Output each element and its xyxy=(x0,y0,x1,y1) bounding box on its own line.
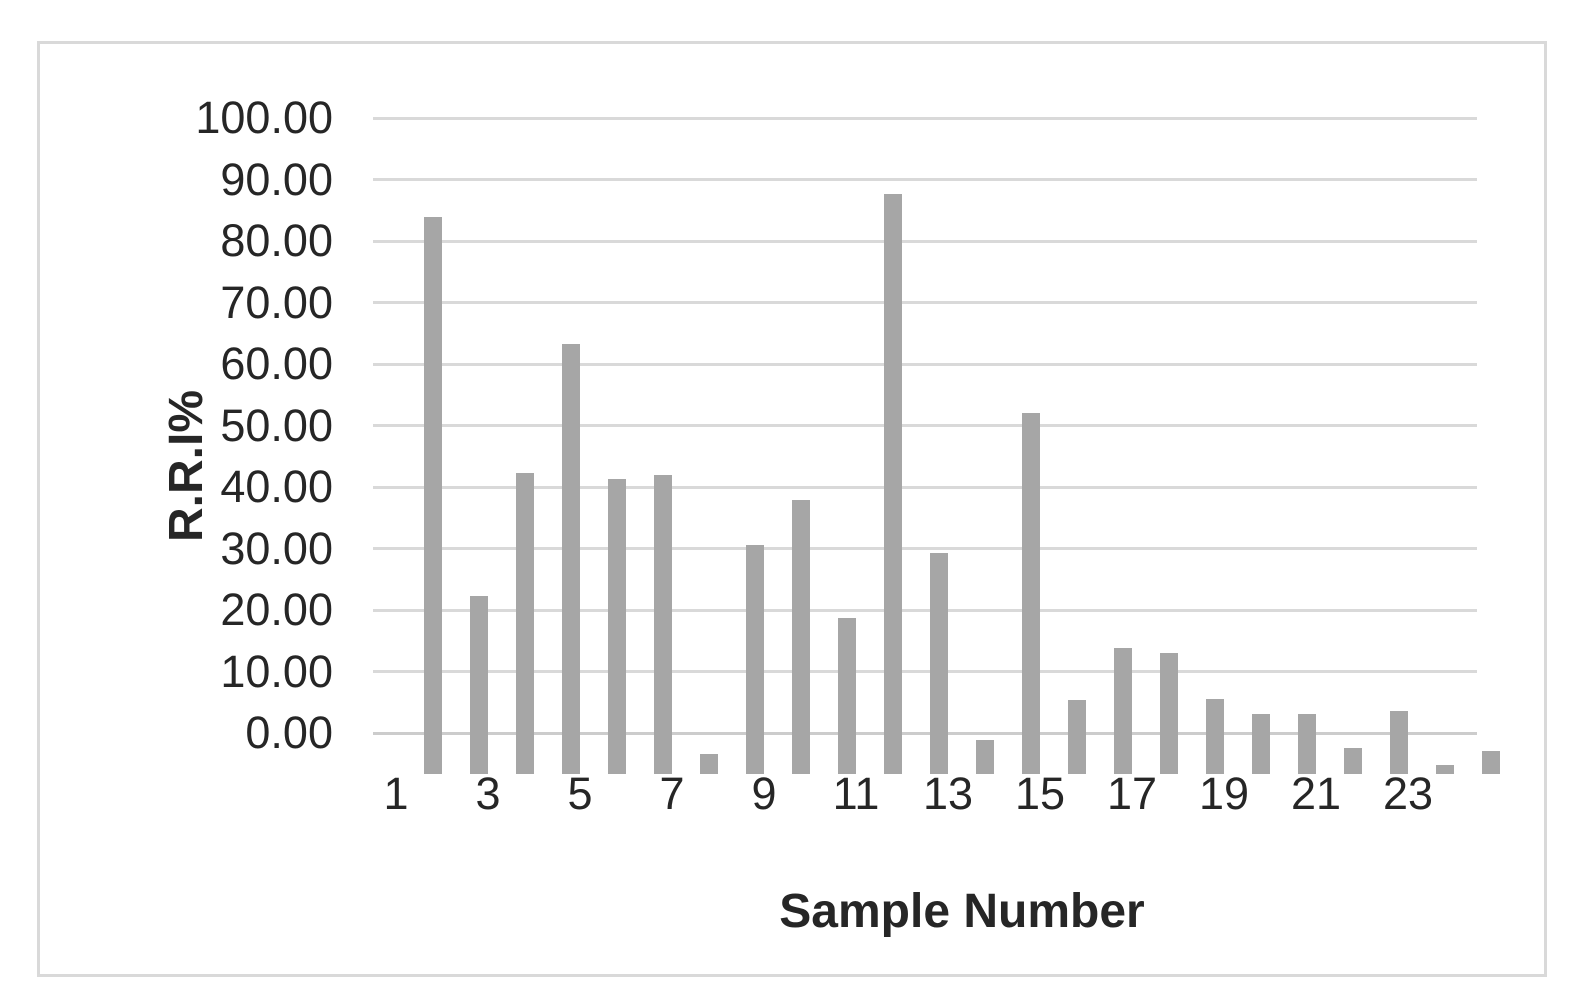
x-axis-tick-label: 3 xyxy=(475,768,501,819)
plot-area xyxy=(410,159,1514,774)
bar-sample-5 xyxy=(608,479,626,774)
x-axis-tick-label: 23 xyxy=(1382,768,1434,819)
x-axis-tick-label: 11 xyxy=(832,768,880,819)
y-axis-tick-label: 90.00 xyxy=(220,153,333,205)
bar-sample-24 xyxy=(1482,751,1500,774)
bar-sample-17 xyxy=(1160,653,1178,774)
bar-sample-14 xyxy=(1022,412,1040,774)
chart-frame: 0.00 10.00 20.00 30.00 40.00 50.00 60.00 70.00 8… xyxy=(37,41,1547,977)
bar-sample-1 xyxy=(424,217,442,774)
bar-sample-2 xyxy=(470,595,488,774)
bar-sample-9 xyxy=(792,499,810,774)
bar-sample-18 xyxy=(1206,698,1224,774)
x-axis-tick-label: 21 xyxy=(1290,768,1342,819)
y-axis-tick-label: 20.00 xyxy=(220,584,333,635)
y-axis-title: R.R.I% xyxy=(160,390,213,543)
y-axis-tick-label: 100.00 xyxy=(195,92,333,143)
x-axis-tick-label: 1 xyxy=(383,768,409,819)
bar-sample-19 xyxy=(1252,714,1270,774)
y-axis-tick-label: 70.00 xyxy=(220,276,333,328)
y-axis-tick-label: 80.00 xyxy=(220,215,333,266)
gridline xyxy=(373,608,1477,612)
y-axis-tick-label: 40.00 xyxy=(220,461,333,512)
bar-sample-6 xyxy=(654,475,672,774)
x-axis-tick-label: 13 xyxy=(922,768,974,819)
x-axis-tick-label: 7 xyxy=(659,768,685,819)
gridline xyxy=(373,239,1477,243)
x-axis-line xyxy=(373,731,1477,735)
bar-sample-3 xyxy=(516,473,534,774)
gridline xyxy=(373,116,1477,120)
gridline xyxy=(373,301,1477,304)
bar-sample-23 xyxy=(1436,764,1454,774)
x-axis-tick-label: 15 xyxy=(1014,768,1066,819)
y-axis-tick-label: 10.00 xyxy=(220,645,333,697)
y-axis-tick-label: 60.00 xyxy=(220,338,333,389)
x-axis-tick-label: 17 xyxy=(1106,768,1158,819)
bar-sample-4 xyxy=(562,343,580,774)
gridline xyxy=(373,547,1477,550)
gridline xyxy=(373,485,1477,489)
y-axis-tick-label: 0.00 xyxy=(245,707,333,758)
gridline xyxy=(373,178,1477,181)
bar-sample-11 xyxy=(884,194,902,774)
bar-sample-10 xyxy=(838,618,856,774)
x-axis-tick-label: 9 xyxy=(751,768,777,819)
gridline xyxy=(373,424,1477,427)
bar-sample-13 xyxy=(976,740,994,774)
bar-sample-7 xyxy=(700,753,718,774)
bar-sample-22 xyxy=(1390,711,1408,774)
y-axis-tick-label: 50.00 xyxy=(220,399,333,451)
bar-sample-20 xyxy=(1298,714,1316,774)
bar-sample-21 xyxy=(1344,748,1362,774)
y-axis-tick-label: 30.00 xyxy=(220,522,333,574)
x-axis-tick-label: 19 xyxy=(1198,768,1250,819)
gridline xyxy=(373,670,1477,673)
x-axis-tick-label: 5 xyxy=(567,768,593,819)
bar-sample-12 xyxy=(930,552,948,774)
bar-sample-15 xyxy=(1068,699,1086,774)
bar-sample-8 xyxy=(746,544,764,774)
x-axis-title: Sample Number xyxy=(779,885,1145,938)
bar-sample-16 xyxy=(1114,647,1132,774)
gridline xyxy=(373,362,1477,366)
